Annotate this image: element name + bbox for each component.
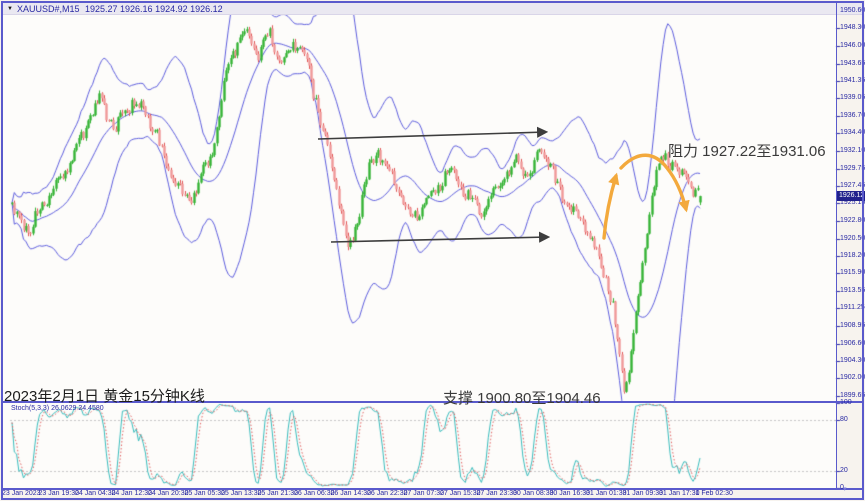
time-tick-label: 25 Jan 05:30 bbox=[184, 490, 225, 497]
price-tick-label: 1911.25 bbox=[840, 304, 865, 311]
time-tick-label: 25 Jan 13:30 bbox=[221, 490, 262, 497]
time-tick-label: 26 Jan 14:30 bbox=[330, 490, 371, 497]
time-tick-label: 26 Jan 22:30 bbox=[367, 490, 408, 497]
time-tick-label: 31 Jan 09:30 bbox=[622, 490, 663, 497]
time-tick-label: 27 Jan 07:30 bbox=[403, 490, 444, 497]
price-tick-label: 1950.60 bbox=[840, 7, 865, 14]
time-tick-label: 23 Jan 19:30 bbox=[38, 490, 79, 497]
price-tick-label: 1904.30 bbox=[840, 357, 865, 364]
orange-down-arc-arrow[interactable] bbox=[619, 153, 690, 213]
axis-corner-icon: ▾ bbox=[843, 486, 847, 493]
time-tick-label: 1 Feb 02:30 bbox=[695, 490, 733, 497]
time-tick-label: 24 Jan 20:30 bbox=[148, 490, 189, 497]
axis-separator bbox=[836, 3, 837, 490]
price-tick-label: 1902.00 bbox=[840, 374, 865, 381]
time-tick-label: 30 Jan 08:30 bbox=[513, 490, 554, 497]
price-tick-label: 1899.65 bbox=[840, 392, 865, 399]
price-tick-label: 1927.45 bbox=[840, 182, 865, 189]
time-tick-label: 23 Jan 2023 bbox=[2, 490, 41, 497]
price-tick-label: 1939.05 bbox=[840, 94, 865, 101]
price-tick-label: 1920.50 bbox=[840, 235, 865, 242]
time-tick-label: 24 Jan 04:30 bbox=[75, 490, 116, 497]
price-tick-label: 1943.65 bbox=[840, 60, 865, 67]
price-tick-label: 1913.55 bbox=[840, 287, 865, 294]
stoch-tick-label: 100 bbox=[840, 399, 852, 406]
stoch-indicator-label: Stoch(5,3,3) 26.0629 24.4580 bbox=[11, 405, 104, 412]
time-tick-label: 31 Jan 17:30 bbox=[659, 490, 700, 497]
chart-header: ▼ XAUUSD#,M15 1925.27 1926.16 1924.92 19… bbox=[3, 3, 862, 15]
symbol-dropdown-icon[interactable]: ▼ bbox=[7, 6, 13, 12]
caption-label[interactable]: 2023年2月1日 黄金15分钟K线 bbox=[4, 388, 205, 405]
time-tick-label: 25 Jan 21:30 bbox=[257, 490, 298, 497]
price-tick-label: 1936.70 bbox=[840, 112, 865, 119]
time-tick-label: 30 Jan 16:30 bbox=[549, 490, 590, 497]
price-tick-label: 1922.80 bbox=[840, 217, 865, 224]
price-tick-label: 1948.30 bbox=[840, 24, 865, 31]
price-tick-label: 1918.20 bbox=[840, 252, 865, 259]
panel-separator[interactable] bbox=[2, 401, 863, 403]
bottom-border bbox=[2, 488, 863, 490]
price-tick-label: 1908.95 bbox=[840, 322, 865, 329]
resistance-label[interactable]: 阻力 1927.22至1931.06 bbox=[668, 143, 826, 160]
time-tick-label: 27 Jan 15:30 bbox=[440, 490, 481, 497]
time-tick-label: 31 Jan 01:30 bbox=[586, 490, 627, 497]
price-tick-label: 1906.60 bbox=[840, 340, 865, 347]
support-label[interactable]: 支撑 1900.80至1904.46 bbox=[443, 390, 601, 407]
trendline-arrow-lower[interactable] bbox=[330, 231, 551, 243]
stoch-tick-label: 80 bbox=[840, 416, 848, 423]
time-tick-label: 24 Jan 12:30 bbox=[111, 490, 152, 497]
price-tick-label: 1929.75 bbox=[840, 165, 865, 172]
price-tick-label: 1934.40 bbox=[840, 129, 865, 136]
price-tick-label: 1932.10 bbox=[840, 147, 865, 154]
stoch-tick-label: 20 bbox=[840, 467, 848, 474]
trendline-arrow-upper[interactable] bbox=[317, 126, 549, 140]
price-tick-label: 1946.00 bbox=[840, 42, 865, 49]
symbol-title: XAUUSD#,M15 bbox=[17, 4, 80, 14]
price-tick-label: 1941.35 bbox=[840, 77, 865, 84]
stoch-tick-label: 0 bbox=[840, 484, 844, 491]
current-price-tag: 1926.12 bbox=[837, 191, 865, 201]
time-tick-label: 27 Jan 23:30 bbox=[476, 490, 517, 497]
orange-up-arrow[interactable] bbox=[602, 172, 620, 240]
price-tick-label: 1915.90 bbox=[840, 269, 865, 276]
time-tick-label: 26 Jan 06:30 bbox=[294, 490, 335, 497]
ohlc-readout: 1925.27 1926.16 1924.92 1926.12 bbox=[85, 4, 223, 14]
price-tick-label: 1925.15 bbox=[840, 199, 865, 206]
